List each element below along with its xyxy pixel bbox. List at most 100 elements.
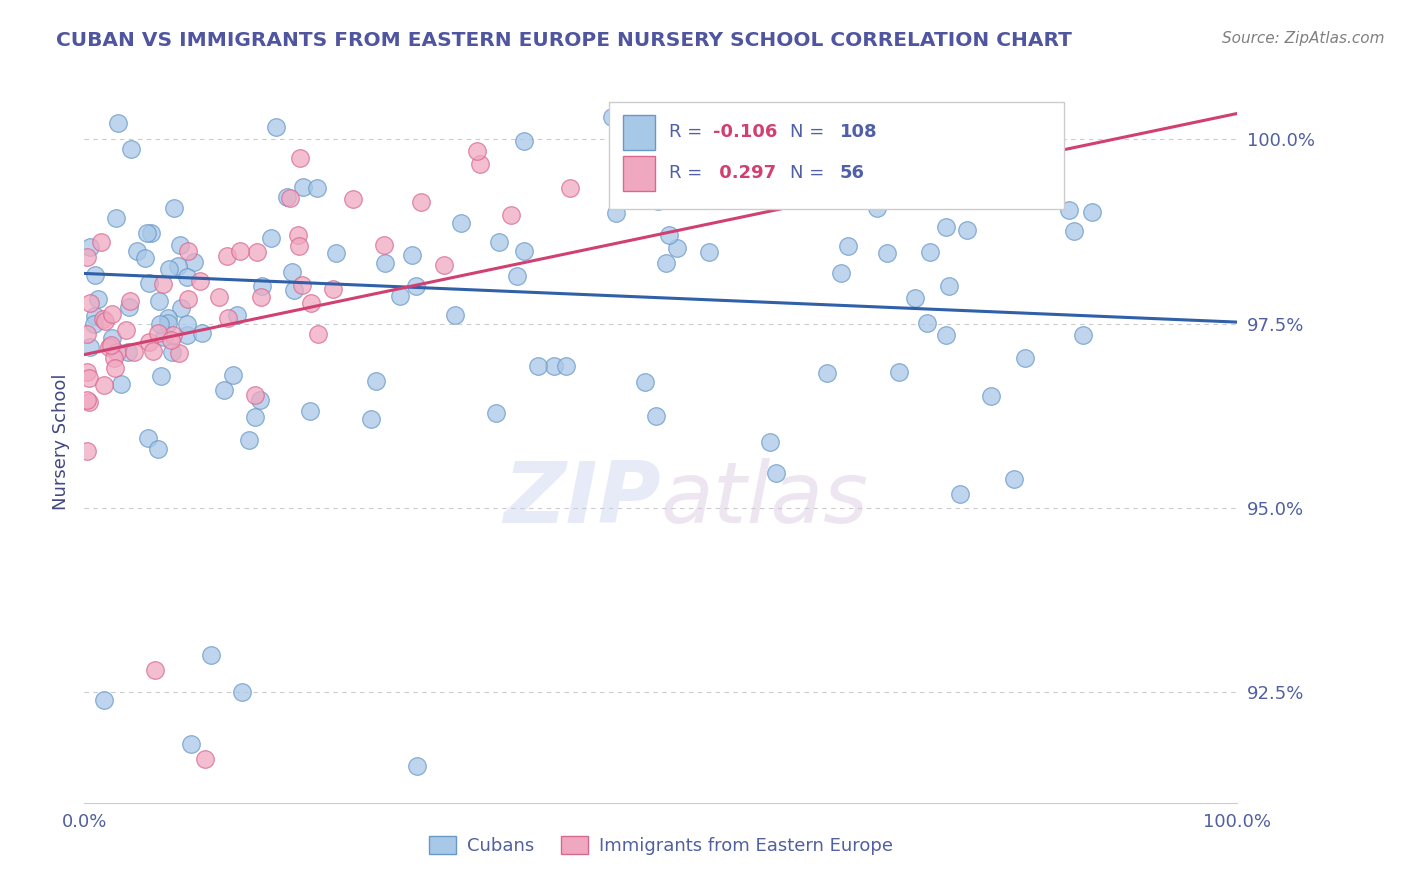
Point	[226, 308, 249, 322]
Point	[1004, 472, 1026, 486]
Point	[107, 116, 129, 130]
Point	[815, 366, 838, 380]
Point	[876, 246, 898, 260]
Point	[176, 328, 198, 343]
Point	[283, 283, 305, 297]
Point	[830, 266, 852, 280]
Point	[79, 240, 101, 254]
Point	[162, 328, 184, 343]
Point	[138, 432, 160, 446]
Point	[139, 227, 162, 241]
Text: R =: R =	[669, 164, 707, 183]
Point	[104, 360, 127, 375]
Point	[110, 377, 132, 392]
Point	[935, 327, 957, 342]
Point	[169, 301, 191, 315]
Point	[231, 685, 253, 699]
Point	[83, 318, 105, 332]
Point	[555, 359, 578, 374]
Point	[288, 151, 311, 165]
Point	[125, 244, 148, 258]
Point	[76, 444, 98, 458]
Point	[143, 663, 166, 677]
Point	[105, 344, 128, 359]
Point	[527, 359, 550, 373]
Point	[470, 157, 492, 171]
Point	[153, 329, 176, 343]
Point	[465, 144, 488, 158]
Point	[322, 282, 344, 296]
Point	[485, 406, 508, 420]
Point	[605, 206, 627, 220]
Point	[389, 288, 412, 302]
Point	[887, 365, 910, 379]
Point	[276, 190, 298, 204]
Point	[1014, 351, 1036, 365]
Point	[280, 191, 302, 205]
Point	[342, 193, 364, 207]
Point	[152, 277, 174, 291]
Point	[217, 311, 239, 326]
Point	[543, 359, 565, 374]
Text: CUBAN VS IMMIGRANTS FROM EASTERN EUROPE NURSERY SCHOOL CORRELATION CHART: CUBAN VS IMMIGRANTS FROM EASTERN EUROPE …	[56, 31, 1073, 50]
Point	[920, 245, 942, 260]
Point	[118, 294, 141, 309]
Point	[149, 317, 172, 331]
Text: atlas: atlas	[661, 458, 869, 541]
Point	[634, 375, 657, 389]
Point	[156, 310, 179, 325]
Text: ZIP: ZIP	[503, 458, 661, 541]
Point	[658, 227, 681, 242]
Point	[250, 279, 273, 293]
Text: Source: ZipAtlas.com: Source: ZipAtlas.com	[1222, 31, 1385, 46]
Point	[76, 392, 98, 407]
Point	[97, 340, 120, 354]
Point	[163, 202, 186, 216]
Point	[160, 345, 183, 359]
Point	[142, 344, 165, 359]
Point	[208, 290, 231, 304]
Point	[602, 110, 624, 124]
Point	[250, 290, 273, 304]
Point	[169, 237, 191, 252]
FancyBboxPatch shape	[609, 102, 1064, 209]
Point	[1073, 328, 1095, 343]
Point	[560, 181, 582, 195]
Point	[291, 277, 314, 292]
Point	[949, 487, 972, 501]
Point	[1080, 204, 1102, 219]
Point	[866, 201, 889, 215]
Text: R =: R =	[669, 123, 707, 141]
Point	[697, 244, 720, 259]
Point	[837, 239, 859, 253]
Point	[101, 330, 124, 344]
Point	[138, 276, 160, 290]
Point	[169, 345, 191, 359]
Point	[150, 369, 173, 384]
Point	[122, 345, 145, 359]
Point	[917, 316, 939, 330]
Point	[77, 395, 100, 409]
Point	[245, 409, 267, 424]
Point	[200, 648, 222, 663]
Point	[77, 370, 100, 384]
Text: 0.297: 0.297	[713, 164, 776, 183]
Point	[79, 296, 101, 310]
Point	[105, 211, 128, 226]
Point	[177, 244, 200, 259]
Point	[506, 268, 529, 283]
Point	[76, 326, 98, 341]
Point	[76, 250, 98, 264]
Point	[433, 258, 456, 272]
Text: N =: N =	[790, 123, 830, 141]
Point	[307, 181, 329, 195]
Point	[765, 467, 787, 481]
Point	[501, 208, 523, 222]
Bar	[623, 115, 655, 150]
Point	[134, 251, 156, 265]
Point	[177, 292, 200, 306]
Text: N =: N =	[790, 164, 830, 183]
Point	[176, 317, 198, 331]
Point	[488, 235, 510, 249]
Point	[212, 383, 235, 397]
